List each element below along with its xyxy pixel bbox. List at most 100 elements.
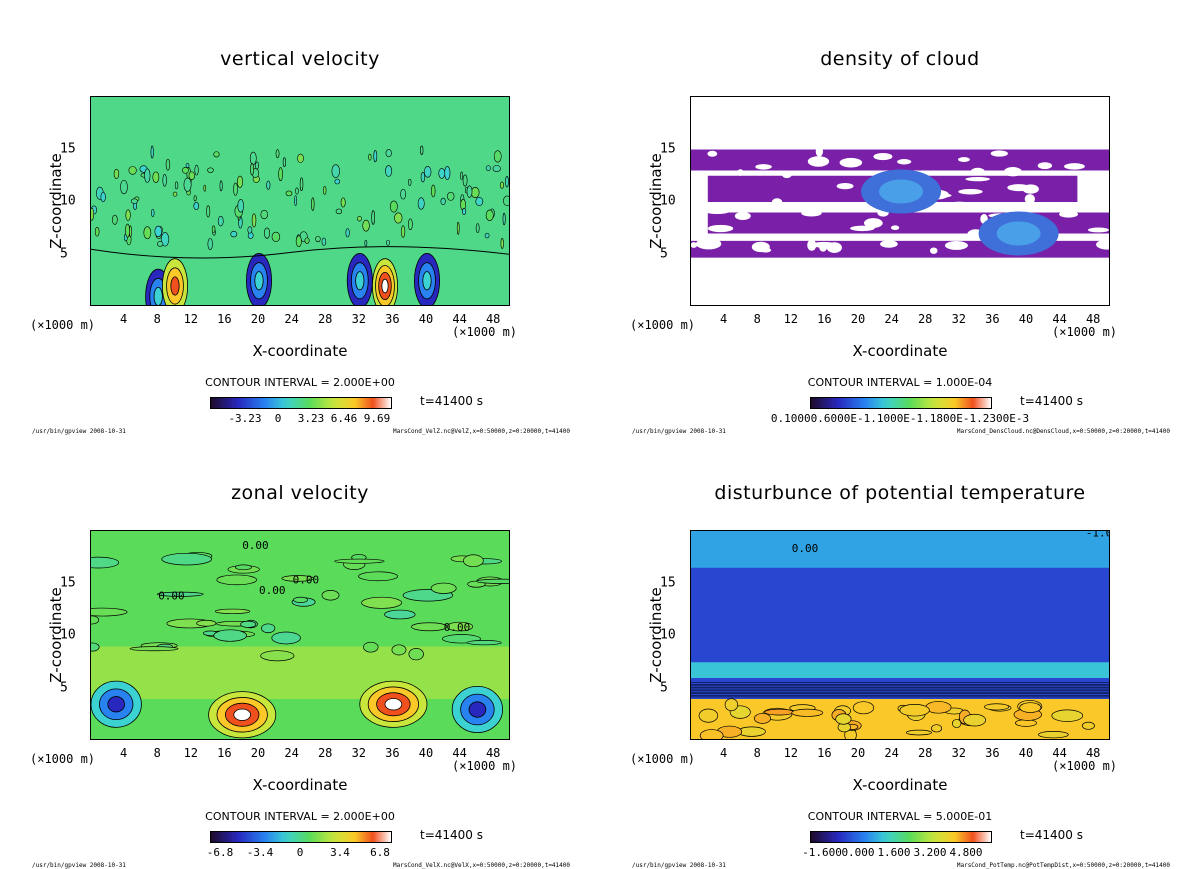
contour-cell <box>193 195 197 202</box>
plot-area: 0.00 0.00 0.00 0.00 0.00 <box>90 530 510 740</box>
chart-title: vertical velocity <box>220 48 380 70</box>
contour-cell <box>144 168 151 183</box>
contour-line <box>91 246 509 259</box>
footer-source: MarsCond_VelX.nc@VelX,x=0:50000,z=0:2000… <box>392 862 570 869</box>
contour-cell <box>120 179 128 195</box>
contour-cell <box>446 621 473 632</box>
contour-cell <box>240 620 257 628</box>
contour-interval-label: CONTOUR INTERVAL = 2.000E+00 <box>205 810 395 823</box>
contour-cell <box>207 238 213 250</box>
x-unit-label-left: (×1000 m) <box>30 318 96 332</box>
y-tick-label: 5 <box>660 246 668 261</box>
contour-cell <box>331 164 340 178</box>
x-tick-label: 48 <box>1085 746 1101 760</box>
x-tick-label: 40 <box>1018 312 1034 326</box>
colorbar-tick-label: 9.69 <box>363 412 391 425</box>
x-tick-label: 4 <box>119 746 128 760</box>
x-tick-label: 44 <box>1052 746 1067 760</box>
contour-cell <box>475 223 480 233</box>
y-tick-label: 5 <box>660 680 668 695</box>
contour-cell <box>791 708 824 717</box>
contour-cell <box>400 225 406 238</box>
contour-cell <box>182 166 189 174</box>
contour-cell <box>217 215 224 227</box>
contour-label: 0.00 <box>444 621 471 634</box>
contour-interval-label: CONTOUR INTERVAL = 5.000E-01 <box>807 810 993 823</box>
contour-cell <box>315 235 321 243</box>
colorbar-tick-label: 3.23 <box>297 412 325 425</box>
contour-cell <box>214 608 251 615</box>
contour-cell <box>113 168 120 179</box>
cloud-gap <box>880 240 898 248</box>
shear-layer <box>91 646 509 699</box>
colorbar-tick-label: 3.200 <box>913 846 947 859</box>
contour-cell <box>206 205 211 218</box>
contour-cell <box>385 149 392 158</box>
colorbar-tick-label: 0 <box>296 846 304 859</box>
x-unit-label-left: (×1000 m) <box>630 318 696 332</box>
cloud-gap <box>944 241 968 250</box>
cloud-gap <box>1089 198 1109 209</box>
contour-cell <box>261 623 276 634</box>
contour-cell <box>216 574 257 586</box>
contour-cell <box>285 190 293 197</box>
contour-cell <box>207 167 214 173</box>
x-tick-label: 20 <box>250 312 266 326</box>
y-axis-label: Z-coordinate <box>47 153 65 249</box>
x-tick-label: 36 <box>985 746 1000 760</box>
contour-interval-label: CONTOUR INTERVAL = 1.000E-04 <box>807 376 993 389</box>
contour-cell <box>470 187 480 198</box>
contour-cell <box>194 164 199 176</box>
time-label: t=41400 s <box>1020 394 1083 408</box>
heatmap-svg: 0.00 0.00 0.00 0.00 0.00 <box>91 531 509 739</box>
cloud-gap <box>965 176 990 182</box>
contour-cell <box>311 197 315 211</box>
contour-cell <box>196 619 217 627</box>
x-unit-label-right: (×1000 m) <box>1052 759 1118 773</box>
contour-cell <box>484 232 490 239</box>
contour-cell <box>219 180 223 192</box>
contour-cell <box>293 596 308 603</box>
contour-cell <box>295 187 299 195</box>
contour-cell <box>462 207 467 215</box>
contour-cell <box>394 212 403 224</box>
contour-cell <box>250 162 254 176</box>
cloud-gap <box>705 209 729 215</box>
contour-cell <box>335 208 343 215</box>
colorbar <box>810 831 992 843</box>
x-tick-label: 28 <box>317 746 333 760</box>
contour-cell <box>485 165 491 171</box>
contour-cell <box>174 181 179 190</box>
contour-cell <box>447 191 455 201</box>
footer-source: MarsCond_PotTemp.nc@PotTempDist,x=0:5000… <box>956 862 1170 869</box>
heatmap-svg <box>91 97 509 305</box>
contour-cell <box>183 177 192 192</box>
contour-cell <box>112 214 118 225</box>
contour-cell <box>420 171 426 183</box>
contour-cell <box>500 238 504 249</box>
colorbar-tick-label: -6.8 <box>206 846 234 859</box>
contour-cell <box>263 227 271 239</box>
contour-cell <box>438 168 446 179</box>
contour-cell <box>362 219 370 232</box>
contour-cell <box>408 178 412 186</box>
cloud-gap <box>707 150 718 157</box>
cloud-gap <box>970 167 985 176</box>
contour-cell <box>91 556 120 569</box>
y-axis-label: Z-coordinate <box>647 587 665 683</box>
contour-cell <box>963 713 987 727</box>
contour-cell <box>129 646 179 652</box>
contour-cell <box>411 622 448 632</box>
contour-cell <box>150 145 154 159</box>
contour-cell <box>160 232 170 247</box>
contour-cell <box>505 176 509 188</box>
cloud-gap <box>695 238 722 250</box>
contour-label: -1.00 <box>1086 531 1110 539</box>
contour-cell <box>188 171 196 181</box>
contour-cell <box>492 165 501 172</box>
cloud-gap <box>958 188 983 195</box>
contour-cell <box>463 554 484 568</box>
cloud-gap <box>707 224 734 233</box>
contour-cell <box>951 719 962 728</box>
footer-source: MarsCond_DensCloud.nc@DensCloud,x=0:5000… <box>956 428 1170 435</box>
